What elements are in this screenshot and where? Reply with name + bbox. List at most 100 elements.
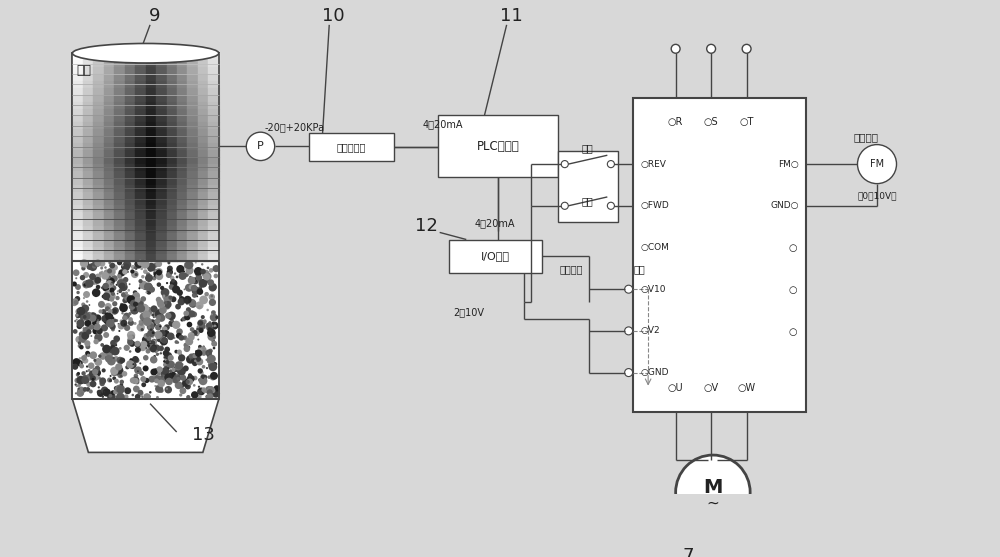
- Circle shape: [137, 370, 139, 372]
- Circle shape: [130, 336, 133, 339]
- Text: FM○: FM○: [778, 160, 799, 169]
- Circle shape: [207, 328, 212, 332]
- Circle shape: [157, 380, 165, 387]
- Circle shape: [203, 320, 207, 324]
- Circle shape: [124, 345, 130, 351]
- Text: 10: 10: [322, 7, 345, 25]
- Circle shape: [176, 333, 182, 339]
- Circle shape: [148, 395, 151, 398]
- Circle shape: [121, 281, 127, 287]
- Circle shape: [207, 388, 213, 394]
- Circle shape: [148, 326, 151, 329]
- Circle shape: [137, 304, 145, 312]
- Circle shape: [103, 332, 109, 338]
- Circle shape: [127, 295, 135, 304]
- Circle shape: [200, 371, 204, 375]
- Circle shape: [83, 358, 88, 363]
- Circle shape: [200, 268, 206, 274]
- Circle shape: [117, 274, 122, 278]
- Circle shape: [211, 321, 219, 329]
- Circle shape: [79, 364, 84, 368]
- Circle shape: [111, 275, 118, 282]
- Circle shape: [159, 330, 166, 336]
- Circle shape: [140, 296, 146, 302]
- Circle shape: [175, 364, 181, 370]
- Circle shape: [183, 311, 189, 316]
- Circle shape: [83, 387, 87, 392]
- Circle shape: [148, 321, 154, 328]
- Circle shape: [153, 344, 160, 352]
- Circle shape: [122, 315, 128, 321]
- Circle shape: [90, 335, 92, 337]
- Circle shape: [186, 378, 193, 385]
- Circle shape: [197, 395, 202, 399]
- Circle shape: [105, 355, 113, 363]
- Circle shape: [137, 323, 145, 331]
- Circle shape: [210, 388, 215, 393]
- Circle shape: [625, 369, 633, 377]
- Circle shape: [189, 278, 193, 282]
- Circle shape: [75, 277, 77, 279]
- Circle shape: [137, 300, 144, 307]
- Text: ○V10: ○V10: [640, 285, 666, 294]
- Circle shape: [188, 310, 195, 317]
- Circle shape: [210, 314, 218, 321]
- Circle shape: [84, 320, 92, 327]
- Circle shape: [109, 324, 116, 330]
- Circle shape: [194, 355, 199, 360]
- Text: ○T: ○T: [739, 118, 754, 128]
- Circle shape: [82, 280, 90, 289]
- Circle shape: [118, 269, 126, 276]
- Circle shape: [107, 297, 111, 301]
- Circle shape: [194, 360, 197, 362]
- Circle shape: [107, 356, 116, 365]
- Circle shape: [119, 347, 122, 350]
- Circle shape: [110, 375, 112, 377]
- Text: ○GND: ○GND: [640, 368, 669, 377]
- Circle shape: [168, 320, 175, 327]
- Circle shape: [164, 304, 170, 310]
- Circle shape: [175, 340, 178, 344]
- Circle shape: [170, 280, 177, 287]
- Circle shape: [169, 271, 173, 274]
- Circle shape: [120, 320, 127, 327]
- Circle shape: [156, 385, 157, 387]
- Circle shape: [111, 371, 116, 376]
- Circle shape: [156, 335, 163, 342]
- Circle shape: [108, 309, 113, 313]
- Circle shape: [89, 351, 97, 359]
- Circle shape: [156, 268, 163, 275]
- Circle shape: [117, 279, 125, 288]
- Circle shape: [77, 307, 85, 315]
- Circle shape: [143, 355, 149, 360]
- Circle shape: [205, 323, 213, 330]
- Circle shape: [107, 292, 116, 300]
- Circle shape: [163, 330, 170, 337]
- Circle shape: [84, 311, 87, 314]
- Circle shape: [213, 362, 217, 367]
- Circle shape: [137, 390, 144, 397]
- Circle shape: [205, 395, 208, 398]
- Circle shape: [211, 327, 213, 330]
- Circle shape: [169, 369, 173, 373]
- Circle shape: [115, 367, 123, 376]
- Circle shape: [122, 297, 128, 303]
- Circle shape: [130, 377, 136, 384]
- Circle shape: [164, 352, 172, 360]
- Text: ○V: ○V: [704, 383, 719, 393]
- Circle shape: [119, 375, 121, 378]
- Circle shape: [164, 373, 172, 381]
- Circle shape: [184, 296, 192, 304]
- Circle shape: [115, 363, 122, 370]
- Circle shape: [102, 395, 104, 398]
- Circle shape: [159, 277, 161, 279]
- Circle shape: [182, 379, 191, 387]
- Circle shape: [112, 377, 116, 380]
- Circle shape: [110, 367, 119, 375]
- Circle shape: [161, 336, 165, 340]
- Circle shape: [163, 354, 171, 361]
- Circle shape: [86, 370, 88, 372]
- Circle shape: [151, 339, 157, 345]
- Circle shape: [129, 358, 133, 362]
- Circle shape: [132, 377, 139, 384]
